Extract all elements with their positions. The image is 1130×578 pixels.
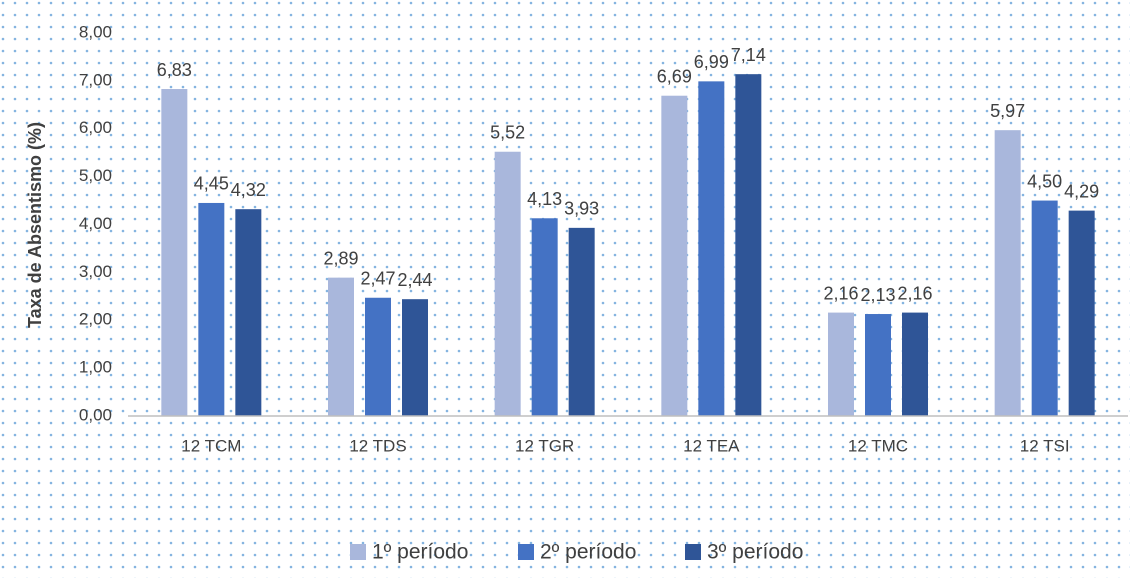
bar: [494, 151, 521, 417]
legend-label: 3º período: [707, 541, 803, 564]
legend-swatch: [350, 544, 366, 560]
y-tick-label: 3,00: [79, 262, 112, 281]
value-label: 7,14: [731, 45, 766, 65]
value-label: 3,93: [564, 199, 599, 219]
value-label: 2,16: [897, 283, 932, 303]
bar: [198, 202, 225, 416]
bar: [994, 130, 1021, 416]
x-tick-label: 12 TCM: [181, 436, 241, 455]
value-label: 4,50: [1027, 171, 1062, 191]
value-label: 4,45: [194, 174, 229, 194]
bar: [902, 312, 928, 416]
y-tick-label: 7,00: [79, 70, 112, 89]
legend-label: 1º período: [372, 541, 468, 564]
x-tick-label: 12 TMC: [848, 436, 908, 455]
bar: [531, 218, 558, 416]
value-label: 2,89: [323, 248, 358, 268]
value-label: 2,44: [397, 270, 432, 290]
y-tick-label: 5,00: [79, 166, 112, 185]
x-tick-label: 12 TEA: [683, 436, 740, 455]
value-label: 4,13: [527, 189, 562, 209]
y-tick-label: 2,00: [79, 310, 112, 329]
value-label: 4,29: [1064, 181, 1099, 201]
bar: [161, 89, 188, 417]
y-tick-label: 6,00: [79, 118, 112, 137]
value-label: 2,47: [360, 268, 395, 288]
y-tick-label: 1,00: [79, 358, 112, 377]
bar: [568, 227, 595, 416]
value-label: 5,52: [490, 122, 525, 142]
value-label: 2,13: [860, 285, 895, 305]
value-label: 6,99: [694, 52, 729, 72]
bar: [328, 277, 354, 416]
bar: [828, 312, 854, 416]
x-tick-label: 12 TDS: [349, 436, 406, 455]
value-label: 6,69: [657, 66, 692, 86]
y-tick-label: 0,00: [79, 405, 112, 424]
bar: [402, 299, 428, 416]
x-tick-label: 12 TGR: [515, 436, 574, 455]
x-tick-label: 12 TSI: [1020, 436, 1070, 455]
bar: [698, 81, 725, 416]
y-axis-label: Taxa de Absentismo (%): [25, 122, 45, 328]
bar: [365, 297, 391, 416]
value-label: 6,83: [157, 60, 192, 80]
value-label: 4,32: [231, 180, 266, 200]
bar: [1031, 200, 1058, 416]
value-label: 2,16: [823, 283, 858, 303]
bar: [735, 74, 762, 417]
y-tick-label: 8,00: [79, 22, 112, 41]
bar: [1068, 210, 1095, 416]
legend-swatch: [685, 544, 701, 560]
bar: [235, 209, 262, 416]
legend-label: 2º período: [540, 541, 636, 564]
y-tick-label: 4,00: [79, 214, 112, 233]
legend-swatch: [518, 544, 534, 560]
bar: [661, 95, 688, 416]
value-label: 5,97: [990, 101, 1025, 121]
bar: [865, 314, 891, 416]
